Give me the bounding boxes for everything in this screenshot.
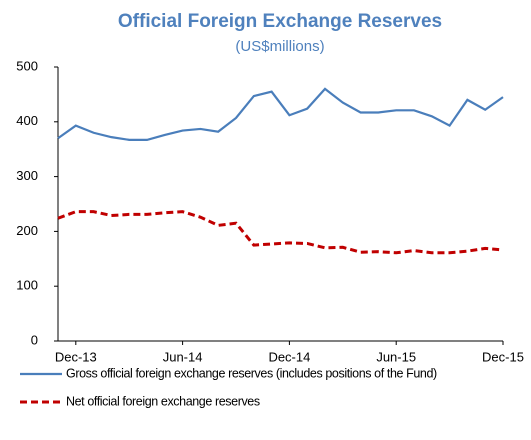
- x-tick-label: Jun-15: [376, 349, 416, 364]
- series-line: [57, 87, 504, 141]
- y-tick-label: 300: [16, 168, 38, 183]
- x-tick-label: Dec-15: [482, 349, 524, 364]
- y-tick-label: 400: [16, 113, 38, 128]
- x-tick-label: Dec-14: [268, 349, 310, 364]
- y-tick-label: 500: [16, 58, 38, 73]
- chart-title: Official Foreign Exchange Reserves: [118, 11, 442, 32]
- x-tick-label: Dec-13: [55, 349, 97, 364]
- legend-label: Gross official foreign exchange reserves…: [66, 366, 437, 380]
- y-tick-label: 0: [31, 332, 38, 347]
- y-tick-label: 200: [16, 223, 38, 238]
- legend-label: Net official foreign exchange reserves: [66, 394, 260, 408]
- series-line: [57, 210, 504, 255]
- chart-subtitle: (US$millions): [235, 38, 324, 55]
- x-tick-label: Jun-14: [163, 349, 203, 364]
- y-tick-label: 100: [16, 278, 38, 293]
